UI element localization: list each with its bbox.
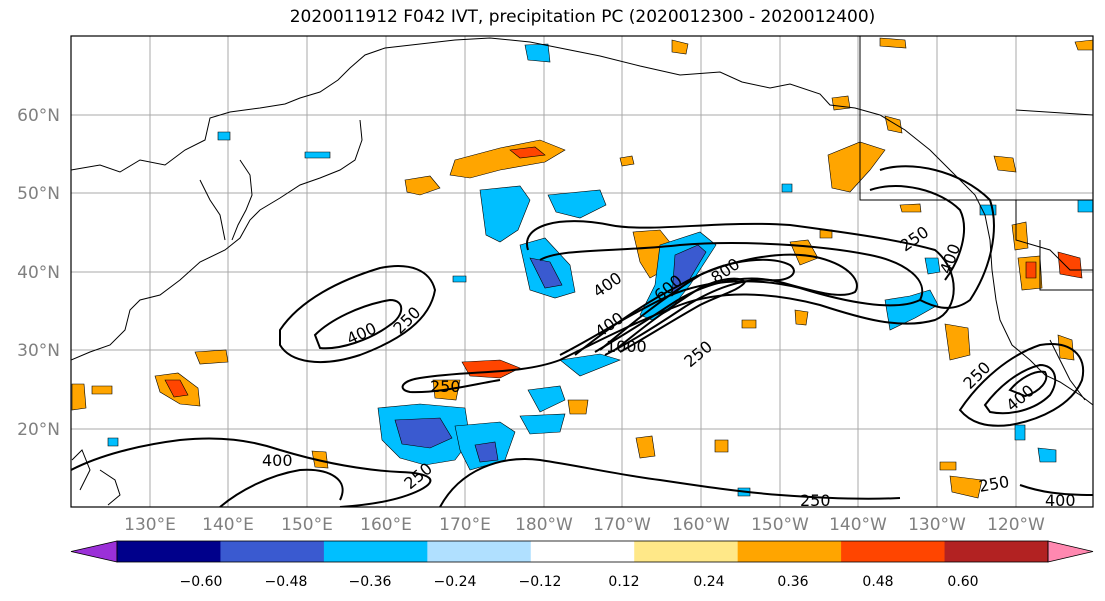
latitude-labels: 60°N 50°N 40°N 30°N 20°N	[17, 106, 60, 440]
lat-label: 40°N	[17, 263, 60, 283]
colorbar-tick: 0.36	[777, 574, 808, 590]
lon-label: 170°W	[593, 515, 651, 535]
colorbar-tick: 0.24	[693, 574, 724, 590]
contour-label: 400	[262, 451, 293, 470]
contour-label: 250	[800, 491, 831, 510]
colorbar-segment	[634, 541, 739, 562]
lat-label: 50°N	[17, 184, 60, 204]
map-border	[70, 35, 1094, 508]
lon-label: 170°E	[439, 515, 491, 535]
contour-label: 250	[430, 377, 461, 396]
contour-label: 1000	[606, 337, 647, 356]
lon-label: 130°W	[908, 515, 966, 535]
coastlines	[71, 36, 1093, 506]
contour-label: 400	[1045, 491, 1076, 510]
colorbar-segment	[737, 541, 842, 562]
lon-label: 160°W	[672, 515, 730, 535]
colorbar-tick: 0.48	[862, 574, 893, 590]
precip-shading	[71, 37, 1093, 499]
colorbar-tick: 0.60	[947, 574, 978, 590]
lon-label: 140°W	[829, 515, 887, 535]
colorbar-extend-high	[1047, 540, 1094, 563]
colorbar-tick: −0.48	[265, 574, 308, 590]
colorbar-segment	[944, 541, 1049, 562]
lat-label: 60°N	[17, 106, 60, 126]
lat-label: 20°N	[17, 420, 60, 440]
lat-label: 30°N	[17, 341, 60, 361]
lon-label: 150°W	[751, 515, 809, 535]
colorbar-segment	[427, 541, 532, 562]
lon-label: 160°E	[360, 515, 412, 535]
colorbar-border	[116, 540, 1049, 563]
colorbar-tick: −0.12	[519, 574, 562, 590]
lon-label: 120°W	[987, 515, 1045, 535]
lon-label: 180°W	[515, 515, 573, 535]
colorbar-tick-labels: −0.60 −0.48 −0.36 −0.24 −0.12 0.12 0.24 …	[180, 574, 979, 590]
colorbar-segment	[841, 541, 946, 562]
longitude-labels: 130°E 140°E 150°E 160°E 170°E 180°W 170°…	[124, 515, 1045, 535]
colorbar-segment	[323, 541, 428, 562]
colorbar-segment	[530, 541, 635, 562]
map-title: 2020011912 F042 IVT, precipitation PC (2…	[289, 7, 876, 27]
colorbar-extend-low	[70, 540, 118, 563]
colorbar-segment	[220, 541, 325, 562]
lon-label: 140°E	[202, 515, 254, 535]
colorbar-tick: −0.60	[180, 574, 223, 590]
colorbar-tick: 0.12	[608, 574, 639, 590]
colorbar	[70, 540, 1094, 563]
lon-label: 150°E	[281, 515, 333, 535]
colorbar-segment	[117, 541, 221, 562]
colorbar-tick: −0.24	[434, 574, 477, 590]
lon-label: 130°E	[124, 515, 176, 535]
ivt-contours	[71, 165, 1093, 507]
colorbar-tick: −0.36	[349, 574, 392, 590]
